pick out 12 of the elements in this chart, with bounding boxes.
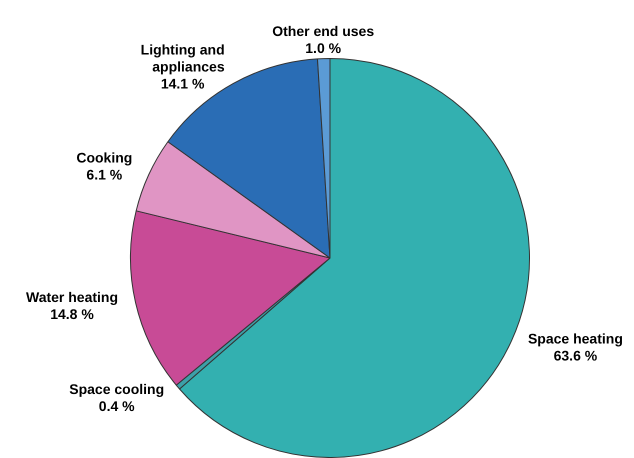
slice-label: Other end uses xyxy=(272,22,374,39)
data-label: 6.1 % xyxy=(86,166,123,183)
data-label: 1.0 % xyxy=(305,40,342,56)
slice-label: Cooking xyxy=(76,150,132,166)
slice-label: Space heating xyxy=(528,330,623,346)
data-label: 14.1 % xyxy=(160,76,205,92)
data-label: 0.4 % xyxy=(98,398,136,414)
data-label: 63.6 % xyxy=(554,347,598,364)
data-label: 14.8 % xyxy=(50,306,94,322)
slice-label: Water heating xyxy=(26,289,118,306)
slice-label: Space cooling xyxy=(69,381,164,398)
slice-label: Lighting and appliances xyxy=(140,42,225,75)
